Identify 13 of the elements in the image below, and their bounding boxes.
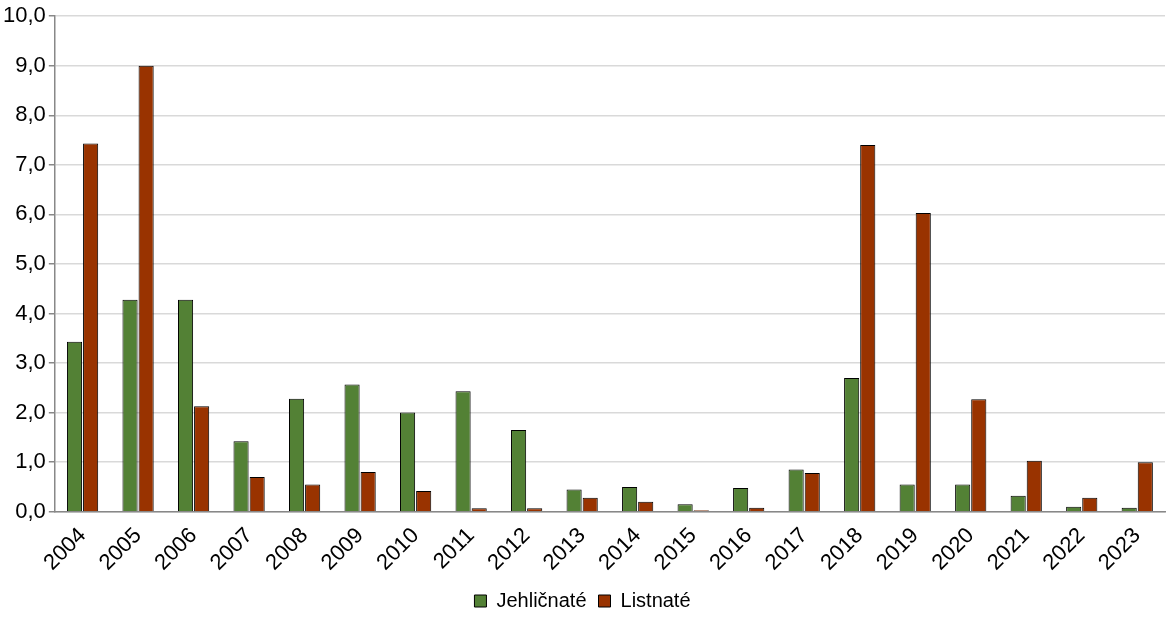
y-tick-label: 6,0 [15,200,46,226]
y-tick-label: 7,0 [15,150,46,176]
y-tick-label: 9,0 [15,51,46,77]
y-tick-label: 3,0 [15,349,46,375]
legend-label: Listnaté [620,588,691,611]
legend-label: Jehličnaté [496,588,587,611]
y-tick-label: 8,0 [15,101,46,127]
y-tick-label: 2,0 [15,398,46,424]
y-tick-label: 4,0 [15,299,46,325]
y-tick-label: 5,0 [15,250,46,276]
y-tick-label: 0,0 [15,497,46,523]
y-tick-label: 1,0 [15,448,46,474]
y-tick-label: 10,0 [2,2,46,28]
